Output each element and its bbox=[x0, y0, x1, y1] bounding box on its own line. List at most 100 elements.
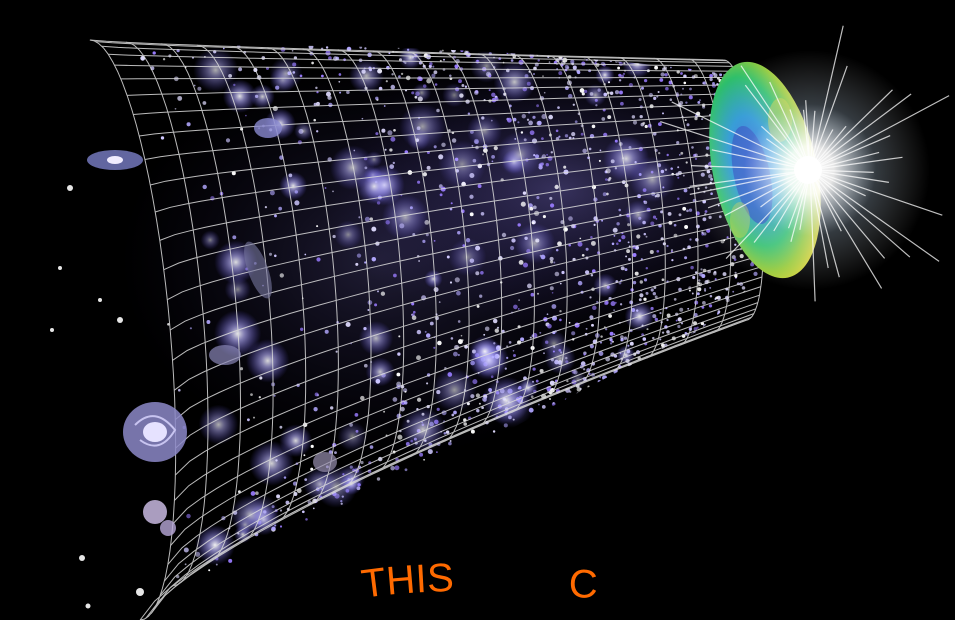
star bbox=[346, 90, 350, 95]
star bbox=[450, 202, 453, 205]
star bbox=[457, 339, 463, 345]
star bbox=[545, 163, 549, 167]
star bbox=[684, 256, 688, 260]
star bbox=[624, 268, 628, 272]
star bbox=[456, 290, 461, 296]
star bbox=[493, 146, 498, 151]
grid-meridian bbox=[114, 64, 736, 72]
star bbox=[465, 99, 470, 104]
star bbox=[568, 321, 571, 324]
star bbox=[491, 160, 494, 163]
star bbox=[449, 74, 452, 77]
star bbox=[387, 130, 393, 136]
star bbox=[488, 89, 491, 92]
foreground-star bbox=[50, 328, 54, 332]
star bbox=[661, 343, 665, 348]
star bbox=[617, 66, 621, 70]
star bbox=[680, 322, 684, 325]
star bbox=[454, 277, 460, 283]
star bbox=[653, 286, 657, 289]
big-bang-flash bbox=[660, 25, 950, 302]
star bbox=[628, 257, 631, 261]
star bbox=[416, 397, 422, 402]
star bbox=[677, 317, 682, 322]
star bbox=[436, 407, 440, 411]
star bbox=[383, 105, 386, 107]
caption-text-2: C bbox=[569, 562, 599, 606]
star bbox=[650, 288, 654, 292]
star bbox=[589, 344, 594, 349]
galaxy-glow bbox=[365, 357, 395, 387]
flash-ray bbox=[724, 169, 811, 217]
star bbox=[550, 260, 554, 264]
galaxy-glow bbox=[514, 222, 556, 264]
star bbox=[411, 313, 413, 316]
flash-ray bbox=[711, 149, 811, 171]
star bbox=[557, 241, 562, 247]
star bbox=[696, 292, 700, 296]
star bbox=[206, 320, 211, 324]
star bbox=[517, 223, 521, 227]
flash-ray bbox=[809, 169, 829, 269]
star bbox=[443, 58, 445, 61]
star bbox=[683, 188, 688, 193]
star bbox=[554, 184, 559, 190]
star bbox=[698, 99, 702, 102]
star bbox=[657, 122, 662, 127]
star bbox=[638, 97, 642, 102]
star bbox=[542, 75, 544, 77]
star bbox=[660, 210, 664, 214]
star bbox=[670, 248, 674, 252]
star bbox=[371, 256, 377, 262]
star bbox=[479, 294, 483, 298]
star bbox=[582, 148, 587, 154]
star bbox=[690, 265, 694, 270]
star bbox=[596, 300, 599, 304]
star bbox=[609, 91, 614, 96]
star bbox=[546, 154, 548, 156]
star bbox=[685, 161, 688, 164]
foreground-star bbox=[85, 603, 91, 609]
star bbox=[566, 379, 569, 383]
star bbox=[560, 282, 562, 285]
star bbox=[386, 65, 390, 70]
star bbox=[598, 351, 604, 356]
star bbox=[536, 104, 539, 108]
star bbox=[464, 85, 468, 88]
flash-ray bbox=[725, 169, 811, 260]
star bbox=[449, 281, 453, 284]
star bbox=[713, 73, 718, 78]
caption-text: THIS bbox=[359, 556, 455, 607]
galaxy-glow bbox=[349, 58, 384, 94]
star bbox=[679, 307, 684, 312]
star bbox=[605, 300, 609, 305]
flash-ray bbox=[769, 81, 811, 171]
grid-meridian bbox=[173, 216, 764, 391]
star bbox=[614, 301, 617, 304]
star bbox=[714, 278, 717, 281]
star bbox=[590, 274, 594, 277]
star bbox=[184, 563, 187, 566]
star bbox=[423, 458, 426, 461]
star bbox=[605, 178, 608, 181]
galaxy-glow bbox=[294, 121, 313, 141]
grid-meridian bbox=[139, 102, 747, 137]
star bbox=[321, 74, 324, 78]
star bbox=[612, 227, 618, 233]
galaxy-glow bbox=[269, 56, 303, 91]
star bbox=[474, 90, 479, 95]
star bbox=[576, 70, 581, 75]
star bbox=[703, 288, 707, 291]
star bbox=[648, 92, 654, 98]
star bbox=[709, 294, 713, 298]
star bbox=[557, 106, 560, 109]
star bbox=[692, 275, 696, 280]
star bbox=[434, 83, 438, 86]
star bbox=[590, 235, 593, 239]
grid-meridian bbox=[139, 319, 747, 620]
star bbox=[652, 336, 655, 340]
star bbox=[539, 368, 544, 374]
flash-ray bbox=[660, 121, 811, 171]
star bbox=[649, 249, 654, 255]
star bbox=[426, 78, 432, 84]
